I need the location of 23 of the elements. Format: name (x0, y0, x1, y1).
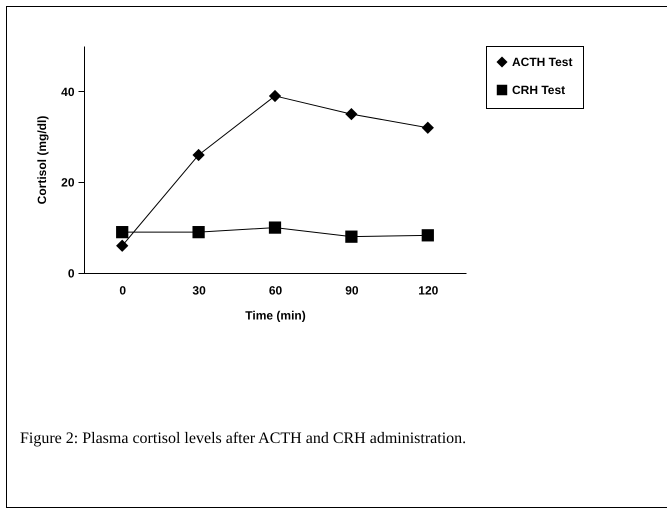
point (268, 90, 282, 102)
point (268, 221, 282, 234)
x-axis-title: Time (min) (245, 308, 306, 322)
legend-label: ACTH Test (512, 55, 572, 69)
point (345, 108, 358, 120)
y-tick-label: 20 (61, 176, 75, 190)
x-tick-label: 0 (119, 284, 126, 298)
point (192, 148, 205, 162)
point (116, 226, 128, 238)
point (192, 226, 205, 238)
legend-label: CRH Test (512, 83, 566, 97)
y-axis-title: Cortisol (mg/dl) (35, 116, 50, 204)
x-tick-label: 90 (345, 284, 359, 298)
y-tick-label: 40 (61, 84, 75, 99)
point (422, 229, 434, 242)
point (422, 122, 434, 134)
point (116, 240, 128, 252)
point (345, 230, 358, 243)
x-tick-label: 30 (192, 284, 206, 298)
x-tick-label: 60 (268, 284, 282, 298)
x-tick-label: 120 (418, 284, 439, 298)
caption: Figure 2: Plasma cortisol levels after ACTH and CRH administration. (20, 429, 468, 449)
y-tick-label: 0 (68, 266, 75, 280)
